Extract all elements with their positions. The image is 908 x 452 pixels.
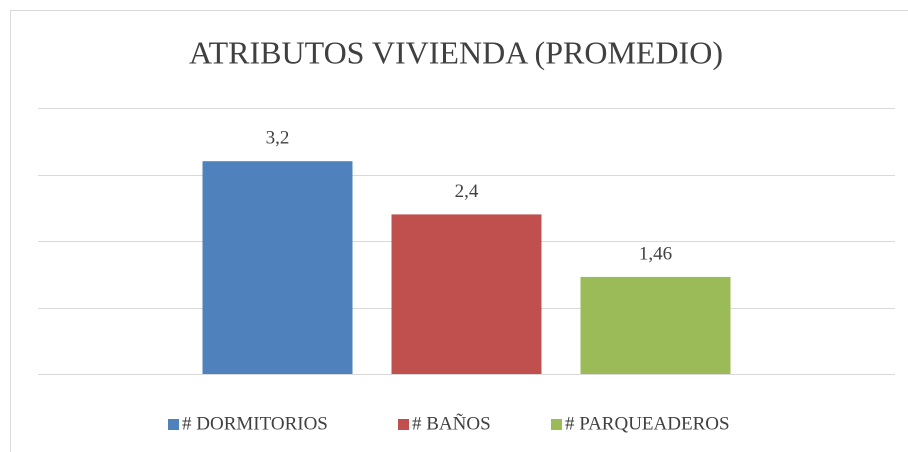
data-label: 3,2 xyxy=(266,128,290,149)
chart-title: ATRIBUTOS VIVIENDA (PROMEDIO) xyxy=(189,34,723,70)
bar xyxy=(202,161,353,374)
data-label: 1,46 xyxy=(639,243,672,264)
legend-swatch xyxy=(551,419,562,430)
legend-label: # BAÑOS xyxy=(412,412,491,434)
bar xyxy=(391,214,542,374)
bar xyxy=(580,276,731,374)
legend-label: # DORMITORIOS xyxy=(182,413,328,434)
legend-label: # PARQUEADEROS xyxy=(565,413,730,434)
data-label: 2,4 xyxy=(455,181,479,202)
legend-swatch xyxy=(398,419,409,430)
legend-swatch xyxy=(168,419,179,430)
